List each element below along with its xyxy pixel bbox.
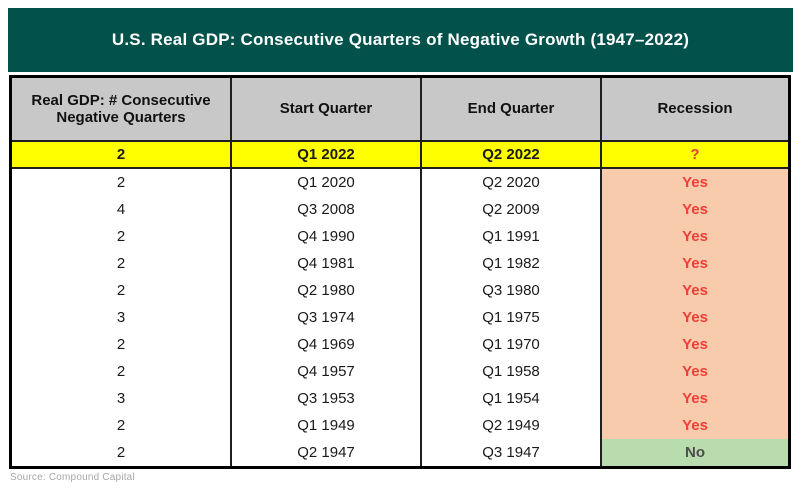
cell-consecutive-quarters: 2 (12, 250, 232, 277)
source-note: Source: Compound Capital (10, 472, 135, 483)
cell-recession: No (602, 439, 788, 466)
cell-start-quarter: Q3 1974 (232, 304, 422, 331)
cell-consecutive-quarters: 2 (12, 358, 232, 385)
cell-end-quarter: Q3 1980 (422, 277, 602, 304)
cell-end-quarter: Q3 1947 (422, 439, 602, 466)
table-row: 3 Q3 1974 Q1 1975 Yes (12, 304, 788, 331)
cell-end-quarter: Q1 1991 (422, 223, 602, 250)
table-row: 2 Q2 1947 Q3 1947 No (12, 439, 788, 466)
cell-consecutive-quarters: 2 (12, 331, 232, 358)
column-header-consecutive-quarters: Real GDP: # Consecutive Negative Quarter… (12, 78, 232, 142)
cell-end-quarter: Q1 1954 (422, 385, 602, 412)
cell-consecutive-quarters: 3 (12, 304, 232, 331)
cell-end-quarter: Q1 1982 (422, 250, 602, 277)
cell-recession: ? (602, 142, 788, 169)
table-row: 2 Q4 1969 Q1 1970 Yes (12, 331, 788, 358)
cell-recession: Yes (602, 223, 788, 250)
table-row: 2 Q2 1980 Q3 1980 Yes (12, 277, 788, 304)
cell-recession: Yes (602, 304, 788, 331)
cell-recession: Yes (602, 169, 788, 196)
cell-end-quarter: Q1 1958 (422, 358, 602, 385)
cell-consecutive-quarters: 2 (12, 169, 232, 196)
cell-recession: Yes (602, 331, 788, 358)
cell-end-quarter: Q1 1975 (422, 304, 602, 331)
cell-start-quarter: Q1 2020 (232, 169, 422, 196)
column-header-end-quarter: End Quarter (422, 78, 602, 142)
cell-consecutive-quarters: 3 (12, 385, 232, 412)
table-row: 2 Q4 1957 Q1 1958 Yes (12, 358, 788, 385)
cell-recession: Yes (602, 358, 788, 385)
table-row: 2 Q1 2022 Q2 2022? (12, 142, 788, 169)
table-row: 2 Q4 1981 Q1 1982 Yes (12, 250, 788, 277)
cell-end-quarter: Q2 1949 (422, 412, 602, 439)
table-body: 2 Q1 2022 Q2 2022? 2 Q1 2020 Q2 2020 Yes 4 Q3 20… (12, 142, 788, 466)
cell-start-quarter: Q4 1969 (232, 331, 422, 358)
cell-recession: Yes (602, 250, 788, 277)
cell-start-quarter: Q1 2022 (232, 142, 422, 169)
cell-recession: Yes (602, 385, 788, 412)
table-row: 2 Q1 1949 Q2 1949 Yes (12, 412, 788, 439)
cell-end-quarter: Q2 2009 (422, 196, 602, 223)
table-row: 2 Q4 1990 Q1 1991 Yes (12, 223, 788, 250)
cell-start-quarter: Q3 1953 (232, 385, 422, 412)
column-header-recession: Recession (602, 78, 788, 142)
table-row: 2 Q1 2020 Q2 2020 Yes (12, 169, 788, 196)
table-row: 3 Q3 1953 Q1 1954 Yes (12, 385, 788, 412)
cell-start-quarter: Q1 1949 (232, 412, 422, 439)
cell-consecutive-quarters: 2 (12, 439, 232, 466)
table-header-row: Real GDP: # Consecutive Negative Quarter… (12, 78, 788, 142)
cell-consecutive-quarters: 2 (12, 412, 232, 439)
cell-start-quarter: Q4 1981 (232, 250, 422, 277)
cell-recession: Yes (602, 412, 788, 439)
cell-end-quarter: Q2 2022 (422, 142, 602, 169)
cell-consecutive-quarters: 4 (12, 196, 232, 223)
cell-start-quarter: Q4 1957 (232, 358, 422, 385)
cell-consecutive-quarters: 2 (12, 277, 232, 304)
cell-recession: Yes (602, 196, 788, 223)
title-bar: U.S. Real GDP: Consecutive Quarters of N… (8, 8, 793, 72)
cell-start-quarter: Q3 2008 (232, 196, 422, 223)
cell-consecutive-quarters: 2 (12, 142, 232, 169)
page-title: U.S. Real GDP: Consecutive Quarters of N… (111, 30, 690, 49)
cell-consecutive-quarters: 2 (12, 223, 232, 250)
cell-start-quarter: Q4 1990 (232, 223, 422, 250)
cell-end-quarter: Q2 2020 (422, 169, 602, 196)
cell-end-quarter: Q1 1970 (422, 331, 602, 358)
gdp-table: Real GDP: # Consecutive Negative Quarter… (9, 75, 791, 469)
table-row: 4 Q3 2008 Q2 2009 Yes (12, 196, 788, 223)
cell-recession: Yes (602, 277, 788, 304)
column-header-start-quarter: Start Quarter (232, 78, 422, 142)
cell-start-quarter: Q2 1980 (232, 277, 422, 304)
cell-start-quarter: Q2 1947 (232, 439, 422, 466)
